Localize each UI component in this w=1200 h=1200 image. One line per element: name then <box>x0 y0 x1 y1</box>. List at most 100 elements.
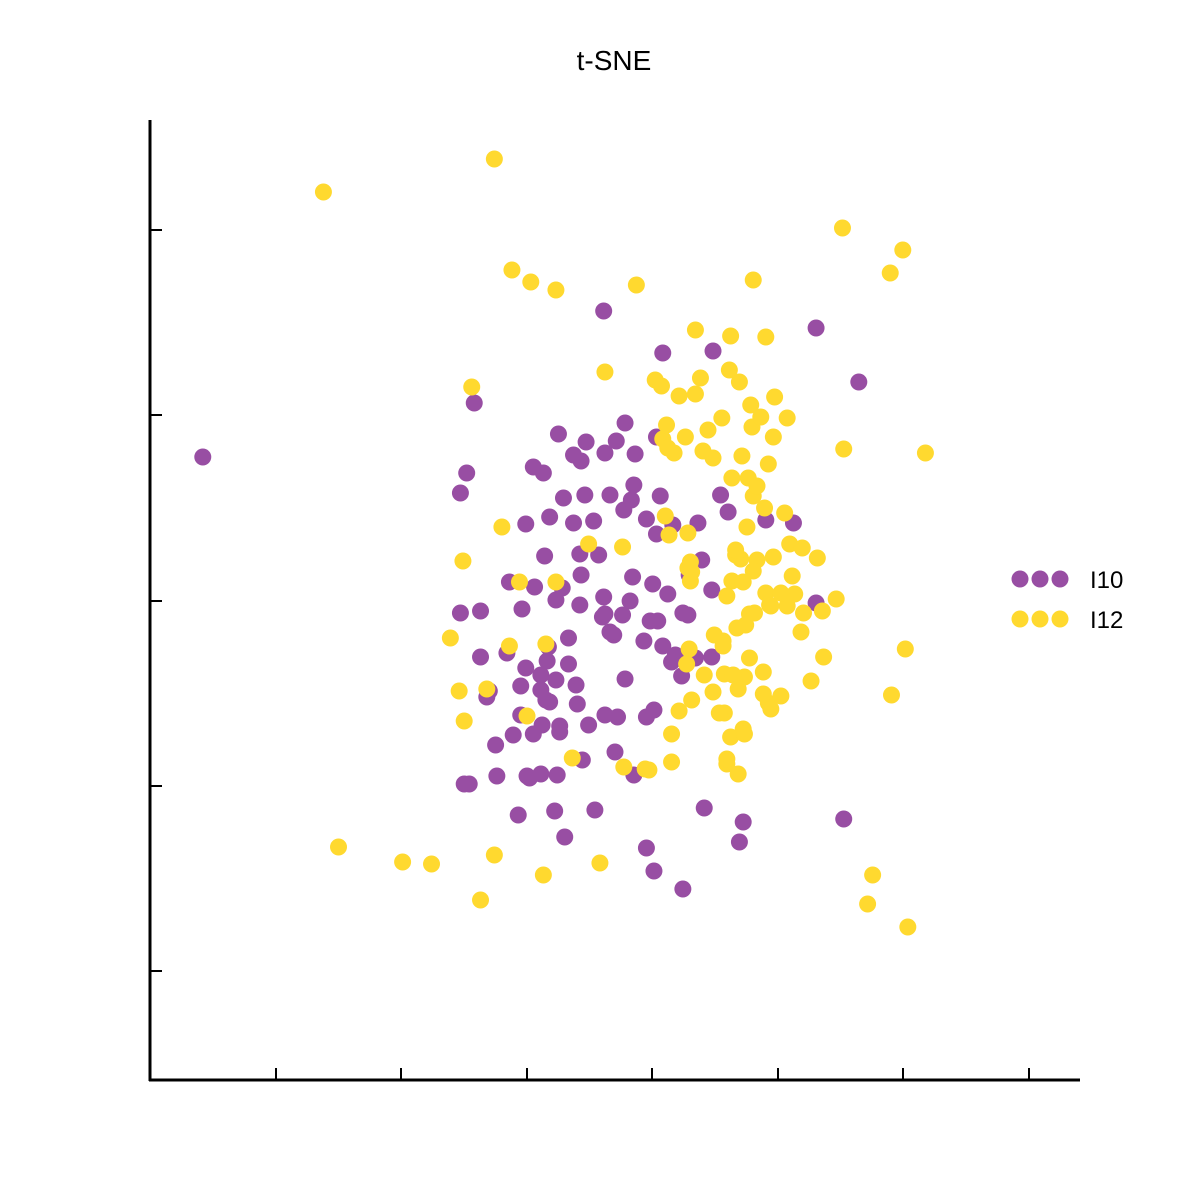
point-i10-104 <box>487 736 505 754</box>
point-i10-62 <box>649 612 667 630</box>
point-i10-77 <box>517 659 535 677</box>
point-i12-128 <box>772 584 790 602</box>
point-i10-31 <box>585 512 603 530</box>
point-i12-41 <box>764 428 782 446</box>
point-i12-47 <box>764 548 782 566</box>
point-i12-69 <box>510 573 528 591</box>
legend-label-i12: I12 <box>1090 607 1123 634</box>
point-i10-100 <box>703 648 721 666</box>
point-i12-0 <box>485 150 503 168</box>
point-i12-86 <box>746 604 763 622</box>
point-i10-92 <box>609 708 627 726</box>
point-i12-50 <box>679 524 697 542</box>
point-i10-59 <box>547 591 565 609</box>
point-i10-115 <box>546 802 564 820</box>
point-i12-113 <box>547 573 565 591</box>
point-i12-53 <box>793 539 811 557</box>
point-i12-5 <box>833 219 851 237</box>
point-i12-117 <box>500 637 518 655</box>
point-i10-30 <box>565 514 583 532</box>
point-i12-19 <box>686 385 704 403</box>
point-i10-18 <box>607 432 625 450</box>
point-i12-73 <box>786 585 804 603</box>
point-i10-71 <box>654 637 672 655</box>
point-i12-136 <box>330 838 348 856</box>
data-points <box>194 150 934 936</box>
legend-marker-i12-1 <box>1031 610 1049 628</box>
point-i10-75 <box>538 652 556 670</box>
point-i10-118 <box>586 801 604 819</box>
point-i12-112 <box>537 635 555 653</box>
point-i10-126 <box>674 880 692 898</box>
point-i12-105 <box>729 765 747 783</box>
point-i10-101 <box>504 726 522 744</box>
point-i12-68 <box>808 549 826 567</box>
point-i10-82 <box>663 653 681 671</box>
point-i12-98 <box>729 680 747 698</box>
point-i10-122 <box>645 862 663 880</box>
point-i12-114 <box>441 629 459 647</box>
point-i12-78 <box>718 587 736 605</box>
point-i10-46 <box>595 588 613 606</box>
point-i12-109 <box>815 648 833 666</box>
point-i12-61 <box>827 590 845 608</box>
chart-title: t-SNE <box>577 45 652 76</box>
point-i12-48 <box>656 507 674 525</box>
point-i10-119 <box>637 839 655 857</box>
point-i12-87 <box>705 626 723 644</box>
point-i12-26 <box>778 409 796 427</box>
point-i12-25 <box>752 408 770 426</box>
point-i12-76 <box>744 562 762 580</box>
point-i12-22 <box>699 421 717 439</box>
point-i12-31 <box>658 416 676 434</box>
point-i10-124 <box>730 833 748 851</box>
point-i10-6 <box>704 342 722 360</box>
point-i12-7 <box>881 264 899 282</box>
point-i10-69 <box>614 606 632 624</box>
point-i10-25 <box>719 503 737 521</box>
point-i10-80 <box>567 676 585 694</box>
point-i10-60 <box>571 596 589 614</box>
point-i12-40 <box>665 444 683 462</box>
point-i10-73 <box>679 606 697 624</box>
point-i10-21 <box>576 486 594 504</box>
point-i10-19 <box>524 458 542 476</box>
point-i10-23 <box>625 476 643 494</box>
point-i10-33 <box>622 491 640 509</box>
point-i12-71 <box>734 573 752 591</box>
point-i10-17 <box>572 452 590 470</box>
point-i10-123 <box>556 828 574 846</box>
point-i12-37 <box>704 449 722 467</box>
point-i10-50 <box>703 581 721 599</box>
point-i12-17 <box>766 388 784 406</box>
point-i12-140 <box>472 891 490 909</box>
point-i10-48 <box>644 575 662 593</box>
point-i12-39 <box>759 455 777 473</box>
point-i12-115 <box>478 680 496 698</box>
point-i10-0 <box>194 448 212 466</box>
point-i12-123 <box>663 753 681 771</box>
point-i10-121 <box>835 810 853 828</box>
point-i12-8 <box>916 444 934 462</box>
point-i12-3 <box>503 261 521 279</box>
point-i12-58 <box>580 535 598 553</box>
point-i10-116 <box>521 769 539 787</box>
point-i12-75 <box>727 541 745 559</box>
point-i12-35 <box>733 447 751 465</box>
point-i12-20 <box>730 373 748 391</box>
point-i10-11 <box>626 445 644 463</box>
point-i12-82 <box>695 666 713 684</box>
point-i12-67 <box>783 567 801 585</box>
point-i10-40 <box>647 525 665 543</box>
point-i10-10 <box>596 444 614 462</box>
axes <box>148 120 1080 1082</box>
point-i10-76 <box>560 655 577 673</box>
point-i12-81 <box>795 604 813 622</box>
point-i12-4 <box>522 273 540 291</box>
point-i10-103 <box>551 717 569 735</box>
point-i12-119 <box>563 749 581 767</box>
point-i10-94 <box>537 691 555 709</box>
point-i12-27 <box>596 363 614 381</box>
